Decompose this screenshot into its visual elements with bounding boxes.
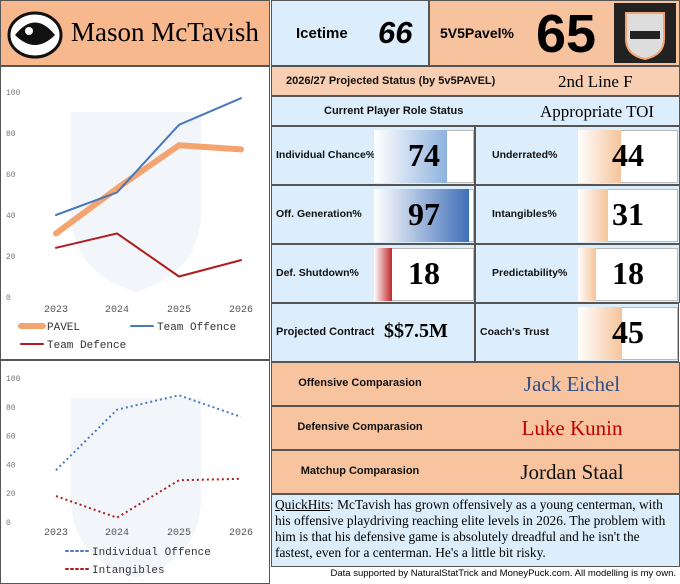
line-chart: 0 20 40 60 80 100 2023 2024 2025 2026 PAVEL Team Of… (0, 66, 270, 360)
player-name: Mason McTavish (71, 17, 259, 47)
x-tick-label: 2026 (229, 305, 253, 316)
line-chart: 0 20 40 60 80 100 2023 2024 2025 2026 Individual O… (0, 360, 270, 584)
stat-label: Intangibles% (492, 208, 557, 220)
y-tick-label: 100 (6, 89, 21, 98)
stat-cell: Def. Shutdown% 18 (271, 244, 475, 303)
status-label: 2026/27 Projected Status (by 5v5PAVEL) (286, 75, 496, 87)
quick-hits-text: : McTavish has grown offensively as a yo… (275, 497, 666, 560)
x-tick-label: 2023 (44, 305, 68, 316)
stat-value: 45 (612, 314, 644, 350)
x-tick-label: 2024 (105, 528, 129, 539)
league-logo (614, 3, 676, 63)
y-tick-label: 40 (6, 461, 16, 470)
stat-label: Individual Chance% (276, 149, 376, 161)
stat-value: 31 (612, 196, 644, 232)
y-tick-label: 20 (6, 253, 16, 262)
stat-label: Underrated% (492, 149, 558, 161)
x-tick-label: 2023 (44, 528, 68, 539)
x-tick-label: 2026 (229, 528, 253, 539)
y-tick-label: 80 (6, 404, 16, 413)
series-line (55, 477, 242, 519)
footer: Data supported by NaturalStatTrick and M… (330, 568, 677, 579)
y-tick-label: 60 (6, 433, 16, 442)
icetime-cell: Icetime 66 (271, 0, 429, 66)
stat-value: 74 (408, 137, 440, 173)
y-tick-label: 20 (6, 490, 16, 499)
y-tick-label: 80 (6, 130, 16, 139)
stat-value: 18 (612, 255, 644, 291)
status-value: Appropriate TOI (540, 102, 655, 121)
legend-label: Team Defence (47, 340, 126, 352)
legend-label: Individual Offence (92, 547, 211, 559)
status-label: Current Player Role Status (324, 105, 464, 117)
comparison-player: Jack Eichel (523, 372, 621, 396)
stat-cell: Intangibles% 31 (475, 185, 680, 244)
stat-bar (374, 130, 447, 183)
x-tick-label: 2024 (105, 305, 129, 316)
watermark (71, 398, 201, 578)
comparison-label: Defensive Comparasion (297, 421, 423, 433)
watermark (71, 112, 201, 292)
status-row: 2026/27 Projected Status (by 5v5PAVEL) 2… (271, 66, 680, 96)
stat-value: 44 (612, 137, 644, 173)
stat-value: 18 (408, 255, 440, 291)
y-tick-label: 0 (6, 519, 11, 528)
comparison-row: Offensive Comparasion Jack Eichel (271, 362, 680, 406)
status-row: Current Player Role Status Appropriate T… (271, 96, 680, 126)
comparison-player: Jordan Staal (520, 460, 624, 484)
series-line (55, 97, 242, 216)
stat-bar (578, 189, 609, 242)
pavel-value: 65 (536, 4, 597, 64)
series-line (53, 142, 244, 237)
name-header: Mason McTavish (0, 0, 270, 66)
stat-label: Def. Shutdown% (276, 267, 359, 279)
stat-bar (374, 248, 392, 301)
contract-cell: Projected Contract $$7.5M (271, 303, 475, 362)
stat-label: Predictability% (492, 267, 568, 279)
legend-label: PAVEL (47, 322, 80, 334)
icetime-value: 66 (378, 15, 413, 50)
comparison-player: Luke Kunin (521, 416, 623, 440)
quick-hits-label: QuickHits (275, 497, 331, 512)
stat-bar (578, 307, 623, 360)
comparison-row: Defensive Comparasion Luke Kunin (271, 406, 680, 450)
y-tick-label: 0 (6, 294, 11, 303)
stat-bar (374, 189, 470, 242)
legend-label: Intangibles (92, 565, 165, 577)
y-tick-label: 40 (6, 212, 16, 221)
stat-cell: Individual Chance% 74 (271, 126, 475, 185)
y-tick-label: 60 (6, 171, 16, 180)
stat-label: Coach's Trust (480, 326, 550, 338)
stat-label: Off. Generation% (276, 208, 362, 220)
contract-value: $$7.5M (384, 320, 448, 342)
status-value: 2nd Line F (558, 72, 633, 91)
comparison-label: Matchup Comparasion (300, 465, 420, 477)
contract-label: Projected Contract (276, 326, 375, 338)
icetime-label: Icetime (296, 25, 348, 42)
stat-value: 97 (408, 196, 440, 232)
team-logo (7, 11, 63, 59)
pavel-cell: 5V5Pavel% 65 (429, 0, 680, 66)
comparison-label: Offensive Comparasion (298, 377, 422, 389)
y-tick-label: 100 (6, 375, 21, 384)
stat-bar (578, 130, 622, 183)
x-tick-label: 2025 (167, 305, 191, 316)
comparison-row: Matchup Comparasion Jordan Staal (271, 450, 680, 494)
legend-label: Team Offence (157, 322, 236, 334)
stat-cell: Underrated% 44 (475, 126, 680, 185)
quick-hits: QuickHits: McTavish has grown offensivel… (271, 494, 680, 567)
stat-bar (578, 248, 596, 301)
stat-cell: Off. Generation% 97 (271, 185, 475, 244)
stat-cell: Coach's Trust 45 (475, 303, 679, 362)
pavel-label: 5V5Pavel% (440, 25, 514, 41)
stat-cell: Predictability% 18 (475, 244, 680, 303)
x-tick-label: 2025 (167, 528, 191, 539)
series-line (55, 232, 242, 278)
